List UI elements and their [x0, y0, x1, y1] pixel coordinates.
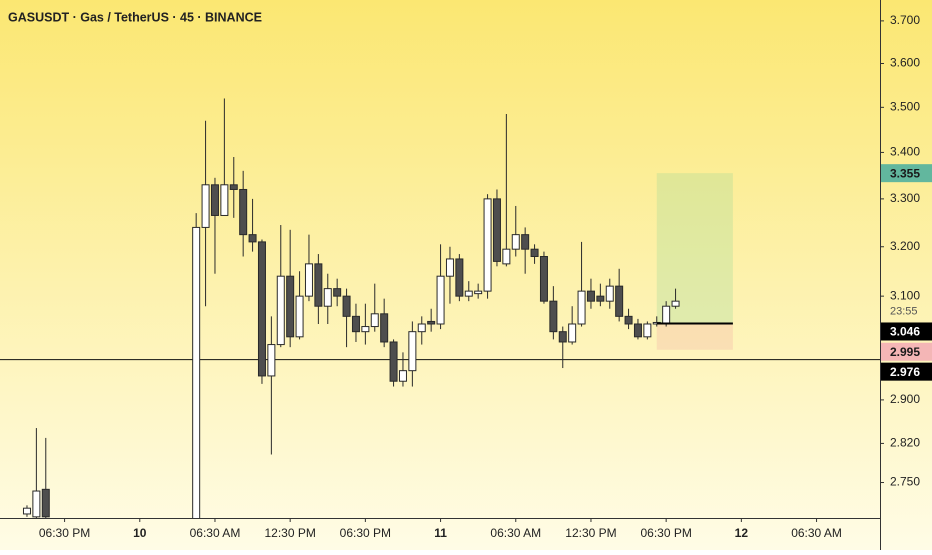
candle-body: [295, 295, 304, 338]
candle-body: [304, 263, 313, 297]
y-tick-label: 3.200: [890, 239, 920, 253]
candle-body: [380, 313, 389, 343]
chart-title: GASUSDT · Gas / TetherUS · 45 · BINANCE: [8, 10, 262, 24]
candle-body: [323, 288, 332, 307]
x-tick-label: 06:30 PM: [340, 526, 391, 540]
price-label-box: [881, 322, 932, 341]
candle-body: [32, 490, 41, 518]
candle-body: [389, 341, 398, 382]
candle-body: [662, 305, 671, 325]
x-tick-label: 06:30 PM: [39, 526, 90, 540]
candle-body: [671, 300, 680, 307]
candle-body: [286, 275, 295, 338]
candle-body: [239, 188, 248, 236]
y-tick-label: 3.300: [890, 191, 920, 205]
candle-body: [568, 323, 577, 343]
loss-zone: [656, 323, 733, 350]
candle-body: [530, 248, 539, 258]
candle-body: [615, 285, 624, 317]
candle-body: [210, 184, 219, 216]
price-label-box: [881, 342, 932, 361]
x-tick-label: 12:30 PM: [264, 526, 315, 540]
price-label: 2.995: [890, 345, 920, 359]
candle-body: [436, 275, 445, 325]
candle-body: [549, 300, 558, 333]
candle-body: [192, 226, 201, 518]
y-tick-label: 3.600: [890, 56, 920, 70]
candle-body: [370, 313, 379, 328]
candle-body: [41, 488, 50, 518]
price-label-box: [881, 362, 932, 381]
y-tick-label: 2.820: [890, 436, 920, 450]
price-label: 3.046: [890, 325, 920, 339]
candle-body: [577, 290, 586, 325]
candle-body: [558, 331, 567, 343]
candle-body: [220, 184, 229, 216]
candle-body: [361, 326, 370, 333]
candle-body: [257, 241, 266, 377]
candle-body: [483, 198, 492, 292]
x-tick-label: 10: [133, 526, 147, 540]
candle-body: [445, 258, 454, 277]
countdown: 23:55: [890, 305, 918, 317]
x-tick-label: 11: [434, 526, 447, 540]
y-tick-label: 3.400: [890, 145, 920, 159]
candle-body: [351, 315, 360, 333]
candle-body: [276, 275, 285, 346]
candle-body: [229, 184, 238, 190]
candle-body: [201, 184, 210, 228]
price-label: 3.355: [890, 166, 920, 180]
y-tick-label: 3.100: [890, 288, 920, 302]
candle-body: [398, 370, 407, 382]
candle-body: [408, 331, 417, 372]
plot-area: [0, 98, 880, 518]
candle-body: [511, 234, 520, 250]
x-tick-label: 06:30 AM: [490, 526, 541, 540]
x-tick-label: 06:30 PM: [640, 526, 691, 540]
candle-body: [586, 290, 595, 302]
y-tick-label: 3.700: [890, 13, 920, 27]
candle-body: [624, 315, 633, 325]
candle-body: [539, 256, 548, 302]
candle-body: [596, 295, 605, 302]
candle-body: [22, 507, 31, 515]
candle-body: [342, 295, 351, 317]
y-tick-label: 2.750: [890, 475, 920, 489]
x-tick-label: 06:30 AM: [791, 526, 842, 540]
candle-body: [267, 344, 276, 377]
x-tick-label: 12: [735, 526, 749, 540]
profit-zone: [656, 173, 733, 324]
candle-body: [492, 198, 501, 262]
x-tick-label: 06:30 AM: [190, 526, 241, 540]
candle-body: [464, 290, 473, 297]
candle-body: [455, 258, 464, 297]
candle-body: [427, 320, 436, 325]
candle-body: [605, 285, 614, 302]
y-tick-label: 3.500: [890, 100, 920, 114]
candle-body: [521, 234, 530, 250]
candle-body: [633, 323, 642, 338]
price-label-box: [881, 164, 932, 183]
price-label: 2.976: [890, 365, 920, 379]
candle-body: [248, 234, 257, 243]
candle-body: [333, 288, 342, 297]
candle-body: [502, 248, 511, 265]
candle-body: [417, 323, 426, 333]
candle-body: [314, 263, 323, 307]
x-tick-label: 12:30 PM: [565, 526, 616, 540]
candle-body: [474, 290, 483, 295]
y-tick-label: 2.900: [890, 392, 920, 406]
candle-body: [643, 323, 652, 338]
